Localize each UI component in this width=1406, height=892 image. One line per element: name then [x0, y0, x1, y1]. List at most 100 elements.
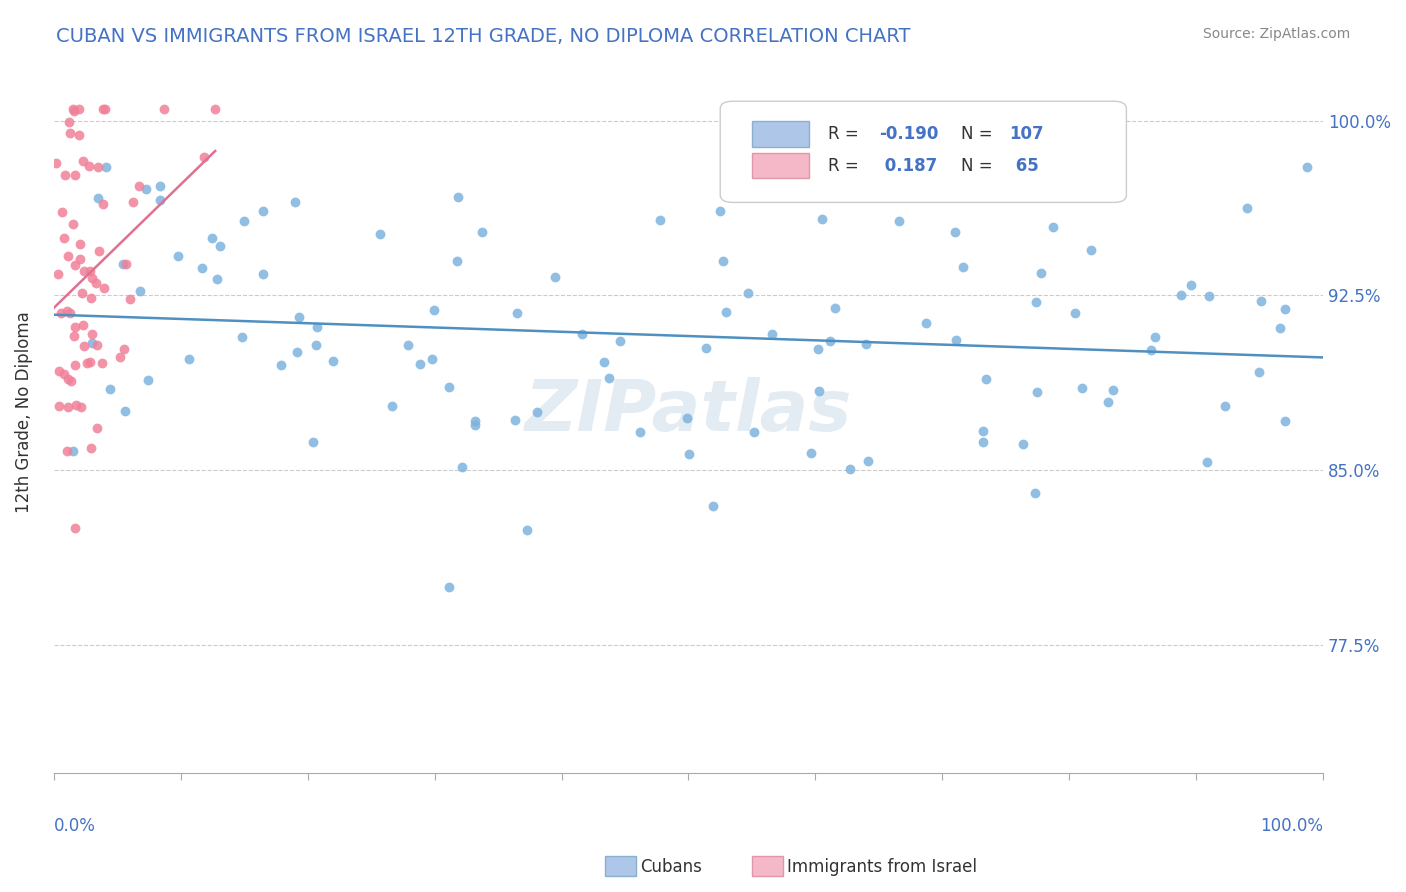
Point	[1268, 320, 1291, 334]
Text: -0.190: -0.190	[879, 126, 938, 144]
Point	[464, 414, 486, 428]
Point	[231, 330, 253, 344]
Point	[93, 281, 115, 295]
Point	[110, 351, 132, 365]
Point	[285, 345, 308, 359]
Point	[56, 249, 79, 263]
Point	[59, 126, 82, 140]
Point	[284, 194, 307, 209]
Point	[63, 258, 86, 272]
Point	[1250, 294, 1272, 309]
Point	[824, 301, 846, 315]
Point	[84, 276, 107, 290]
Point	[381, 399, 404, 413]
Point	[811, 211, 834, 226]
Point	[702, 499, 724, 513]
Point	[1274, 414, 1296, 428]
Point	[1026, 385, 1049, 400]
Point	[87, 160, 110, 174]
Point	[232, 214, 254, 228]
Point	[72, 318, 94, 333]
Point	[70, 401, 93, 415]
Point	[1180, 278, 1202, 293]
Point	[305, 338, 328, 352]
Bar	[752, 153, 808, 178]
Point	[114, 403, 136, 417]
Point	[396, 338, 419, 352]
Point	[128, 179, 150, 194]
Point	[91, 356, 114, 370]
Point	[288, 310, 311, 324]
Text: 0.0%: 0.0%	[53, 816, 96, 835]
Point	[713, 254, 735, 268]
Point	[120, 292, 142, 306]
Point	[1213, 399, 1236, 413]
Point	[48, 363, 70, 377]
Point	[322, 354, 344, 368]
Point	[609, 334, 631, 348]
Point	[1029, 266, 1052, 280]
Point	[73, 264, 96, 278]
Point	[437, 580, 460, 594]
Point	[122, 195, 145, 210]
Point	[80, 326, 103, 341]
Point	[179, 352, 201, 367]
Point	[204, 102, 226, 116]
Point	[1025, 294, 1047, 309]
Point	[1042, 220, 1064, 235]
Point	[45, 155, 67, 169]
Point	[737, 286, 759, 301]
Point	[62, 217, 84, 231]
Point	[82, 336, 104, 351]
Point	[59, 374, 82, 388]
Point	[450, 460, 472, 475]
Point	[62, 444, 84, 458]
Text: Source: ZipAtlas.com: Source: ZipAtlas.com	[1202, 27, 1350, 41]
Point	[148, 193, 170, 207]
Point	[270, 358, 292, 372]
Point	[69, 236, 91, 251]
Point	[191, 260, 214, 275]
Point	[301, 435, 323, 450]
Point	[408, 358, 430, 372]
Text: 100.0%: 100.0%	[1260, 816, 1323, 835]
Point	[818, 334, 841, 348]
Point	[709, 204, 731, 219]
Point	[1011, 437, 1033, 451]
Point	[943, 225, 966, 239]
Point	[65, 359, 87, 373]
Point	[208, 239, 231, 253]
Point	[1063, 305, 1085, 319]
Point	[1097, 395, 1119, 409]
Point	[1274, 301, 1296, 316]
Point	[503, 413, 526, 427]
Point	[838, 462, 860, 476]
Point	[63, 104, 86, 119]
Point	[1198, 288, 1220, 302]
Point	[915, 316, 938, 330]
Point	[56, 444, 79, 458]
Point	[86, 421, 108, 435]
Point	[856, 454, 879, 468]
Point	[67, 128, 90, 142]
Text: ZIPatlas: ZIPatlas	[524, 377, 852, 446]
Text: 107: 107	[1010, 126, 1045, 144]
Point	[63, 329, 86, 343]
Point	[48, 399, 70, 413]
Point	[62, 102, 84, 116]
Point	[58, 401, 80, 415]
Point	[82, 270, 104, 285]
Point	[80, 291, 103, 305]
Point	[72, 153, 94, 168]
Point	[976, 372, 998, 386]
FancyBboxPatch shape	[720, 102, 1126, 202]
Point	[1071, 381, 1094, 395]
Point	[1195, 455, 1218, 469]
Point	[91, 102, 114, 116]
Point	[945, 334, 967, 348]
Point	[592, 355, 614, 369]
Point	[201, 231, 224, 245]
Point	[516, 523, 538, 537]
Point	[952, 260, 974, 274]
Point	[598, 370, 620, 384]
